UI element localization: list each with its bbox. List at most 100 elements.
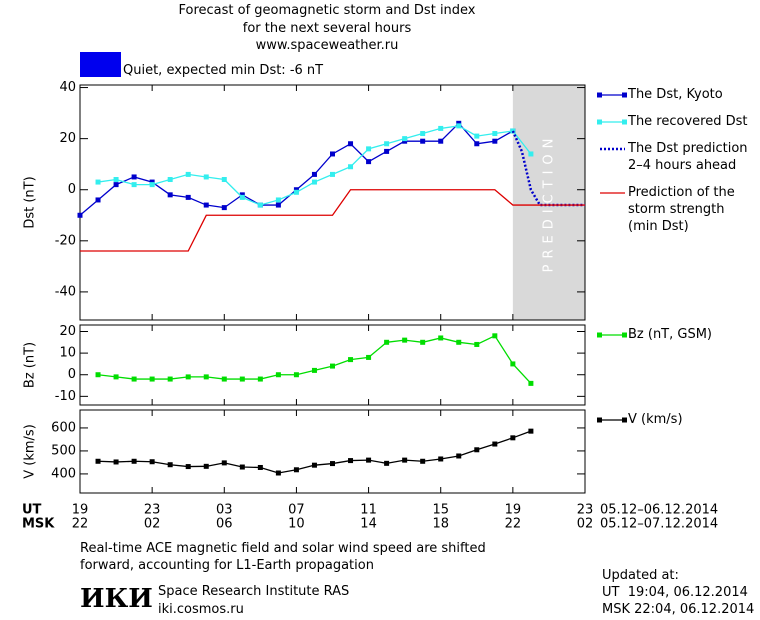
- marker: [474, 447, 480, 453]
- title: for the next several hours: [242, 21, 412, 36]
- y-tick-label: 20: [59, 324, 76, 339]
- title: Forecast of geomagnetic storm and Dst in…: [178, 3, 476, 18]
- legend-entry: The Dst, Kyoto: [628, 87, 723, 102]
- marker: [402, 337, 408, 343]
- legend-entry: V (km/s): [628, 412, 683, 427]
- legend-entry: Bz (nT, GSM): [628, 327, 713, 342]
- marker: [131, 174, 137, 180]
- marker: [384, 339, 390, 345]
- marker: [293, 372, 299, 378]
- marker: [311, 367, 317, 373]
- y-tick-label: -10: [55, 389, 76, 404]
- x-tick-label-msk: 22: [505, 517, 522, 532]
- marker: [275, 202, 281, 208]
- marker: [275, 197, 281, 203]
- marker: [420, 458, 426, 464]
- x-tick-label-msk: 02: [144, 517, 161, 532]
- range-ut: 05.12–06.12.2014: [600, 503, 718, 518]
- marker: [203, 374, 209, 380]
- legend-marker: [597, 92, 602, 98]
- updated: UT 19:04, 06.12.2014: [602, 585, 748, 600]
- marker: [510, 435, 516, 441]
- x-tick-label-msk: 06: [216, 517, 233, 532]
- marker: [348, 458, 354, 464]
- marker: [420, 131, 426, 137]
- marker: [221, 177, 227, 183]
- x-tick-label-msk: 14: [360, 517, 377, 532]
- marker: [366, 146, 372, 152]
- marker: [275, 470, 281, 476]
- y-tick-label: 600: [51, 420, 76, 435]
- x-tick-label-msk: 22: [72, 517, 89, 532]
- marker: [257, 202, 263, 208]
- marker: [167, 462, 173, 468]
- marker: [402, 457, 408, 463]
- plot-frame: [79, 84, 586, 321]
- marker: [492, 441, 498, 447]
- marker: [149, 459, 155, 465]
- note: Real-time ACE magnetic field and solar w…: [80, 541, 486, 556]
- y-tick-label: 10: [59, 346, 76, 361]
- marker: [420, 339, 426, 345]
- marker: [113, 459, 119, 465]
- range-msk: 05.12–07.12.2014: [600, 517, 718, 532]
- marker: [474, 141, 480, 147]
- series-line: [511, 130, 585, 207]
- marker: [185, 464, 191, 470]
- y-tick-label: 40: [59, 80, 76, 95]
- x-tick-label: 23: [144, 503, 161, 518]
- marker: [113, 177, 119, 183]
- legend-entry: The Dst prediction 2–4 hours ahead: [628, 141, 748, 173]
- marker: [167, 177, 173, 183]
- marker: [185, 171, 191, 177]
- marker: [492, 333, 498, 339]
- y-tick-label: -40: [55, 284, 76, 299]
- marker: [239, 192, 245, 198]
- marker: [311, 462, 317, 468]
- marker: [492, 138, 498, 144]
- legend-marker: [597, 417, 602, 423]
- legend-entry: The recovered Dst: [628, 114, 748, 129]
- marker: [95, 197, 101, 203]
- marker: [239, 194, 245, 200]
- marker: [348, 141, 354, 147]
- prediction-band: [512, 85, 585, 320]
- x-tick-label: 23: [577, 503, 594, 518]
- marker: [528, 428, 534, 434]
- marker: [95, 372, 101, 378]
- series-line: [97, 125, 532, 206]
- marker: [348, 357, 354, 363]
- marker: [95, 179, 101, 185]
- marker: [420, 138, 426, 144]
- x-tick-label: 11: [360, 503, 377, 518]
- marker: [77, 212, 83, 218]
- marker: [185, 194, 191, 200]
- marker: [456, 123, 462, 129]
- marker: [131, 458, 137, 464]
- x-tick-label: 19: [505, 503, 522, 518]
- plot-frame: [79, 324, 586, 406]
- marker: [275, 372, 281, 378]
- marker: [438, 335, 444, 341]
- marker: [456, 339, 462, 345]
- marker: [438, 456, 444, 462]
- marker: [167, 376, 173, 382]
- note: forward, accounting for L1-Earth propaga…: [80, 558, 374, 573]
- marker: [149, 376, 155, 382]
- x-tick-label-msk: 10: [288, 517, 305, 532]
- x-tick-label-msk: 18: [432, 517, 449, 532]
- legend-marker: [622, 332, 627, 338]
- legend-marker: [597, 332, 602, 338]
- x-tick-label: 19: [72, 503, 89, 518]
- marker: [330, 363, 335, 369]
- series-line: [79, 122, 514, 216]
- marker: [131, 376, 137, 382]
- marker: [330, 461, 335, 467]
- legend-marker: [622, 92, 627, 98]
- marker: [167, 192, 173, 198]
- x-label-ut: UT: [22, 503, 42, 518]
- marker: [330, 151, 335, 157]
- status-text: Quiet, expected min Dst: -6 nT: [123, 63, 324, 78]
- marker: [528, 151, 534, 157]
